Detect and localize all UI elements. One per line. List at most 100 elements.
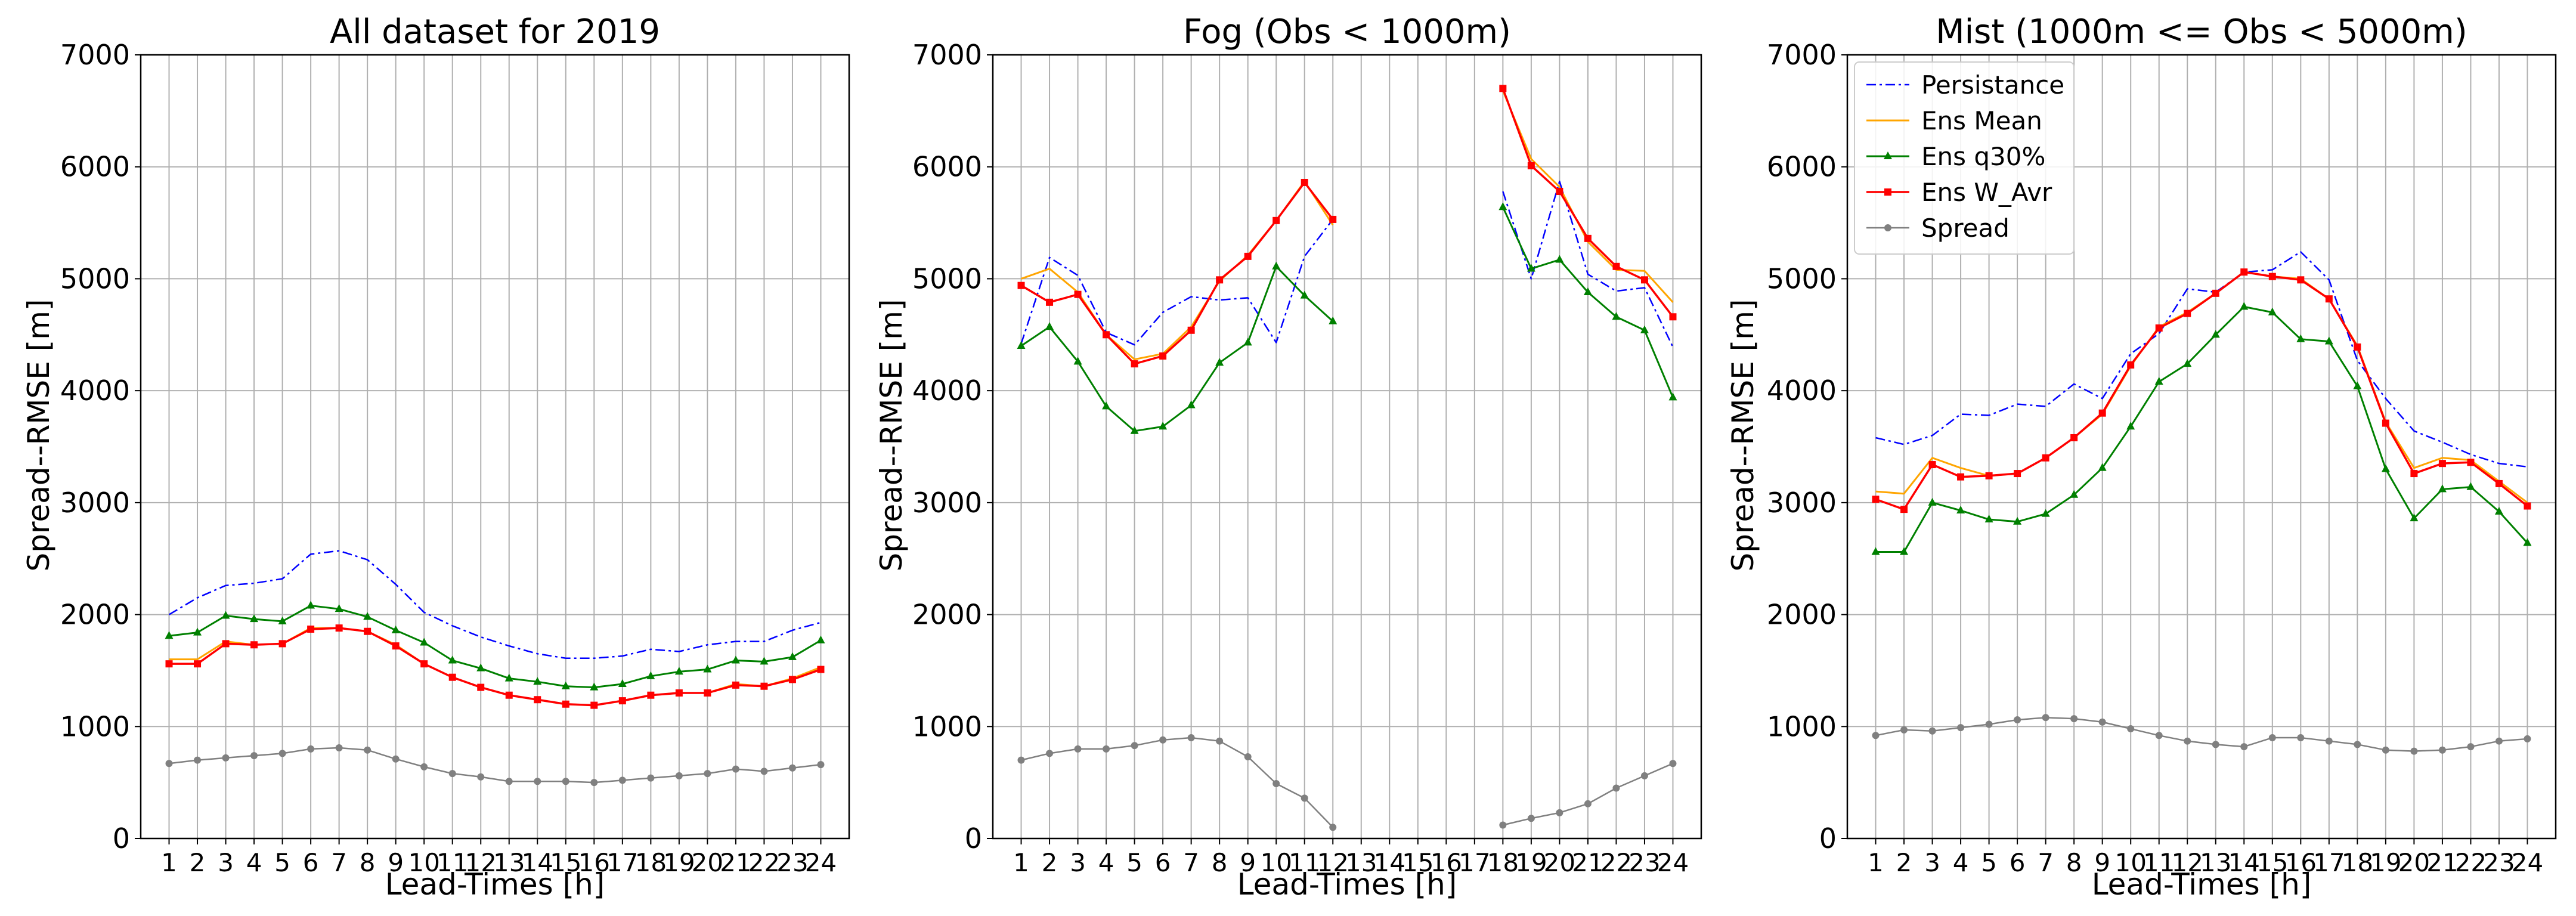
x-tick-label: 14 [2228,848,2260,877]
x-tick-label: 16 [1431,848,1462,877]
legend-label: Spread [1921,213,2010,243]
data-point-spread [165,760,173,768]
data-point-spread [1985,720,1993,728]
data-point-spread [2070,715,2078,723]
x-tick-label: 2 [1042,848,1058,877]
data-point-spread [2240,743,2248,751]
x-tick-label: 21 [2426,848,2458,877]
series-line-persistance [1502,180,1674,348]
x-tick-label: 21 [1572,848,1603,877]
y-tick-label: 4000 [912,375,982,407]
data-point-ens-q30- [1102,401,1111,410]
data-point-spread [1556,809,1563,816]
legend-box [1854,61,2075,255]
x-tick-label: 12 [465,848,497,877]
data-point-spread [250,752,258,760]
data-point-ens-q30- [476,663,485,671]
data-point-ens-q30- [533,677,542,685]
x-tick-label: 24 [1657,848,1689,877]
data-point-spread [1017,756,1025,764]
data-point-ens-w-avr [2467,459,2475,466]
data-point-spread [420,763,428,770]
data-point-ens-w-avr [222,640,230,648]
data-point-ens-q30- [2381,464,2390,472]
data-point-spread [1216,737,1224,745]
data-point-ens-w-avr [817,666,825,673]
x-tick-label: 5 [1126,848,1143,877]
data-point-ens-q30- [2324,336,2333,345]
data-point-ens-w-avr [1244,252,1252,260]
y-tick-label: 0 [965,822,982,855]
data-point-ens-w-avr [1584,234,1592,242]
data-point-ens-q30- [2438,484,2447,493]
data-point-ens-w-avr [1046,298,1054,306]
x-tick-label: 13 [1345,848,1377,877]
y-tick-label: 1000 [60,710,130,742]
data-point-ens-w-avr [1499,85,1507,92]
x-tick-label: 20 [2398,848,2430,877]
data-point-spread [618,776,626,784]
data-point-ens-q30- [2240,302,2249,310]
data-point-spread [788,764,796,772]
data-point-spread [1301,794,1308,802]
x-tick-label: 23 [2483,848,2515,877]
data-point-ens-w-avr [2495,479,2503,487]
x-tick-label: 15 [2256,848,2288,877]
data-point-ens-w-avr [647,691,655,699]
data-point-spread [2042,714,2049,722]
data-point-ens-w-avr [675,689,683,697]
y-tick-label: 2000 [912,599,982,631]
data-point-spread [505,778,513,785]
series-line-spread [1021,736,1334,828]
data-point-ens-q30- [165,631,174,639]
data-point-ens-q30- [1527,264,1535,272]
data-point-ens-w-avr [1612,262,1620,270]
x-tick-label: 11 [436,848,468,877]
data-point-ens-w-avr [2184,310,2191,317]
x-tick-label: 11 [1289,848,1320,877]
data-point-spread [1329,824,1337,831]
legend: Persistance Ens Mean Ens q30% Ens W_Avr Spre… [1854,61,2075,255]
data-point-ens-w-avr [2014,470,2021,478]
x-tick-label: 24 [2512,848,2543,877]
series-line-ens-w-avr [169,627,822,707]
data-point-ens-q30- [1159,422,1168,430]
data-point-ens-q30- [2183,359,2192,367]
data-point-ens-q30- [1871,547,1880,555]
data-point-ens-w-avr [1957,473,1965,481]
y-axis-label: Spread--RMSE [m] [1726,299,1760,572]
data-point-ens-w-avr [194,660,202,668]
data-point-ens-q30- [278,616,287,624]
data-point-ens-w-avr [2410,470,2418,478]
x-tick-label: 15 [550,848,581,877]
data-point-ens-q30- [1300,290,1309,299]
data-point-ens-w-avr [2098,409,2106,417]
y-tick-label: 1000 [1767,710,1837,742]
x-tick-label: 19 [1515,848,1547,877]
data-point-ens-w-avr [562,700,569,708]
legend-label: Persistance [1921,70,2064,100]
x-tick-label: 24 [805,848,837,877]
data-point-ens-w-avr [420,660,428,668]
panel-mist: Mist (1000m <= Obs < 5000m) Lead-Times [… [1726,13,2557,902]
x-tick-label: 17 [1459,848,1490,877]
data-point-ens-q30- [448,655,457,664]
data-point-ens-q30- [2098,463,2107,471]
data-point-ens-q30- [2070,490,2079,498]
y-axis-label: Spread--RMSE [m] [21,299,56,572]
data-point-ens-q30- [1612,312,1621,320]
data-point-ens-w-avr [2354,343,2361,351]
y-axis-label: Spread--RMSE [m] [874,299,909,572]
x-tick-label: 23 [776,848,808,877]
data-point-ens-w-avr [534,696,541,704]
data-point-ens-w-avr [1216,276,1224,284]
data-point-ens-q30- [363,612,372,620]
data-point-ens-w-avr [250,641,258,649]
data-point-ens-q30- [674,667,683,675]
x-tick-label: 8 [360,848,376,877]
data-point-ens-w-avr [2382,419,2389,427]
data-point-ens-q30- [1329,316,1337,324]
x-tick-label: 18 [2342,848,2373,877]
data-point-ens-w-avr [165,660,173,668]
series-line-ens-q30- [1875,305,2528,553]
